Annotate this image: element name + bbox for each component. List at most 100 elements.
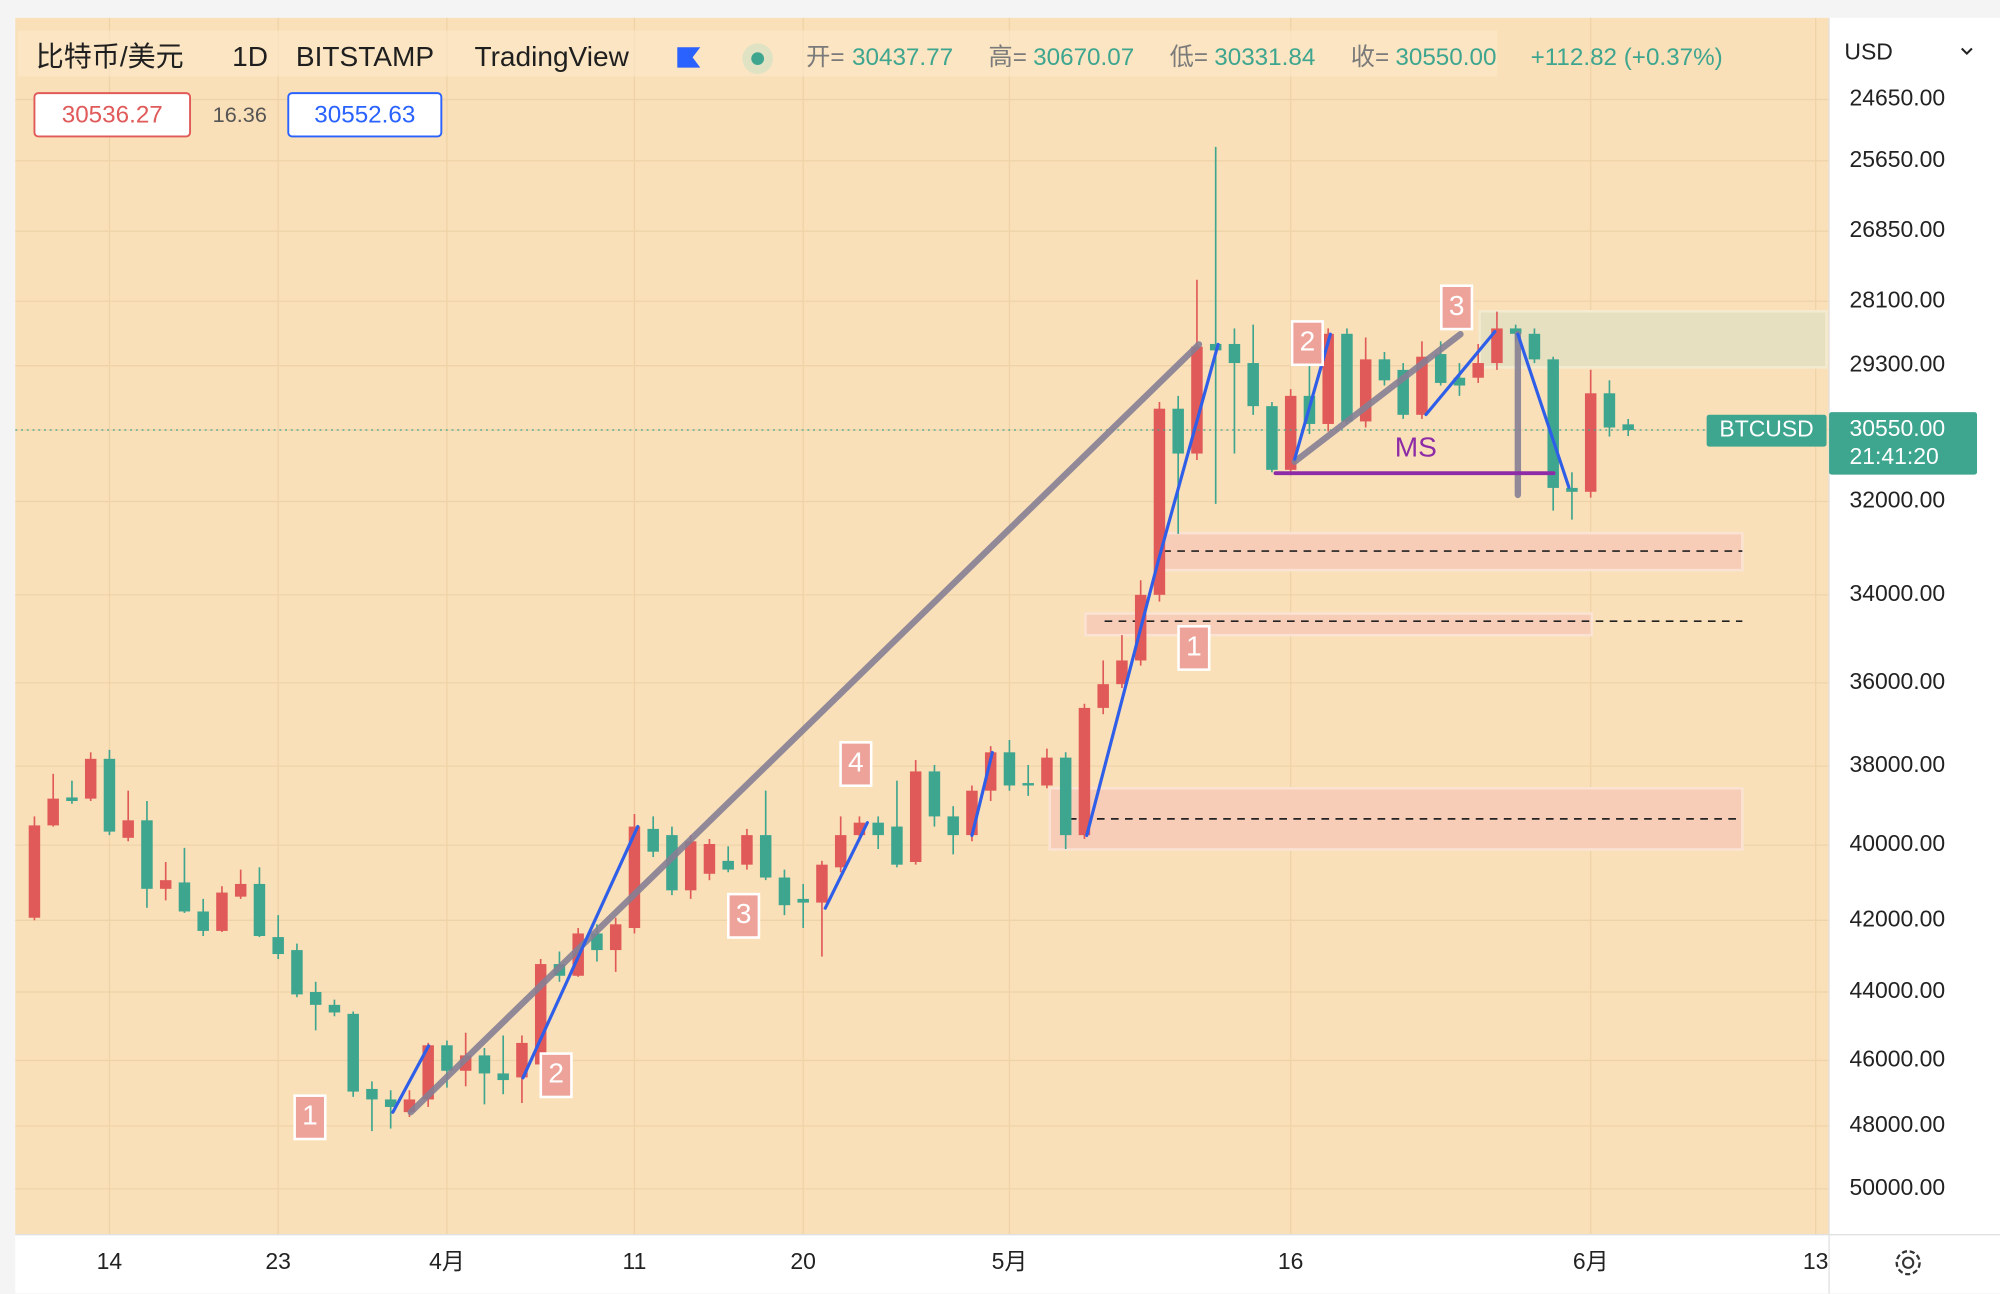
candle-body — [1528, 333, 1541, 360]
settings-icon[interactable] — [1895, 1250, 1921, 1276]
countdown: 21:41:20 — [1849, 443, 1938, 469]
currency-chevron[interactable] — [1961, 47, 1973, 56]
status-dot — [751, 52, 765, 66]
ask: 30552.63 — [314, 101, 415, 128]
candle-body — [441, 1045, 453, 1071]
y-tick-label: 36000.00 — [1849, 668, 1945, 694]
wave-box — [727, 892, 761, 939]
candle-body — [647, 828, 659, 852]
wave-box — [1440, 284, 1474, 331]
candle-body — [591, 933, 603, 951]
ohlc-label: 高= — [989, 44, 1027, 71]
candle-body — [928, 771, 941, 817]
candle-body — [684, 841, 697, 891]
candle-body — [609, 924, 622, 951]
y-tick-label: 25650.00 — [1849, 146, 1945, 172]
interval: 1D — [232, 41, 268, 72]
wave-line — [521, 824, 640, 1080]
candle-body — [66, 797, 78, 802]
y-tick-label: 42000.00 — [1849, 905, 1945, 931]
ohlc-label: 收= — [1351, 44, 1389, 71]
x-axis: 14 23 4月 11 20 5月 16 6月 13 — [97, 1248, 1829, 1274]
gear[interactable] — [1895, 1250, 1921, 1276]
bid-box[interactable] — [33, 92, 192, 138]
candle-body — [1378, 359, 1391, 381]
candle-body — [834, 835, 847, 868]
wave-labels: 1 2 3 4 1 2 3 — [293, 284, 1474, 1141]
candle-body — [1453, 377, 1466, 386]
candle-body — [1584, 393, 1597, 492]
candle-body — [309, 991, 322, 1005]
candle-body — [666, 835, 678, 891]
candle-body — [534, 964, 547, 1065]
candle-body — [966, 790, 978, 836]
candle-body — [291, 950, 303, 995]
x-tick-label: 11 — [623, 1248, 647, 1274]
change: +112.82 (+0.37%) — [1531, 44, 1723, 71]
candle-body — [103, 758, 116, 832]
y-axis-panel — [1829, 17, 2000, 1294]
y-axis: 24650.00 25650.00 26850.00 28100.00 29300.00… — [1706, 85, 1978, 1200]
candle-body — [1003, 752, 1016, 786]
gear[interactable] — [1902, 1256, 1915, 1269]
candle-body — [741, 835, 753, 865]
candle-body — [1266, 406, 1278, 470]
y-tick-label: 38000.00 — [1849, 751, 1945, 777]
wave-number: 3 — [736, 898, 752, 929]
symbol-tag-text: BTCUSD — [1719, 416, 1813, 442]
candle-body — [1247, 363, 1259, 407]
wave-line — [1424, 330, 1497, 417]
ohlc-value: 30670.07 — [1033, 44, 1134, 71]
candle-body — [1491, 328, 1503, 364]
ohlc-label: 低= — [1170, 44, 1208, 71]
x-tick-label: 6月 — [1573, 1248, 1609, 1274]
y-tick-label: 28100.00 — [1849, 286, 1945, 312]
wave-line — [823, 821, 869, 910]
candle-body — [497, 1073, 509, 1081]
candle-body — [478, 1055, 491, 1074]
wave-line — [1293, 332, 1332, 461]
candle-body — [703, 844, 716, 874]
candle-body — [403, 1099, 416, 1113]
candle-body — [347, 1013, 359, 1092]
candle-body — [816, 864, 828, 903]
y-tick-label: 46000.00 — [1849, 1045, 1945, 1071]
candle-body — [1153, 408, 1166, 595]
zone — [1084, 612, 1594, 637]
x-tick-label: 16 — [1278, 1248, 1304, 1274]
wave-line — [1516, 332, 1571, 489]
wave-number: 2 — [1300, 326, 1316, 357]
y-tick-label: 26850.00 — [1849, 216, 1945, 242]
wave-line — [970, 750, 994, 838]
ask-box[interactable] — [287, 92, 443, 138]
wave-number: 1 — [302, 1100, 318, 1131]
price-tag — [1829, 412, 1978, 475]
candle-body — [253, 883, 266, 936]
candle-body — [328, 1004, 341, 1013]
candle-body — [1416, 356, 1428, 415]
candle-body — [197, 911, 209, 931]
candle-body — [1472, 363, 1484, 378]
symbol: 比特币/美元 — [36, 41, 184, 72]
currency[interactable]: USD — [1844, 39, 1892, 65]
candle-body — [216, 892, 228, 931]
x-tick-label: 20 — [790, 1248, 816, 1274]
wave-box — [293, 1094, 327, 1141]
x-tick-label: 13 — [1803, 1248, 1829, 1274]
candle-body — [159, 880, 172, 889]
wave-line — [391, 1044, 431, 1114]
flag-icon[interactable] — [677, 47, 701, 68]
candle-body — [947, 816, 959, 836]
candles — [15, 146, 1830, 1132]
y-tick-label: 34000.00 — [1849, 580, 1945, 606]
grid — [15, 17, 1830, 1235]
y-tick-label: 50000.00 — [1849, 1174, 1945, 1200]
wave-number: 3 — [1449, 290, 1465, 321]
candle-body — [1509, 328, 1522, 334]
spread: 16.36 — [213, 102, 267, 127]
x-tick-label: 14 — [97, 1248, 123, 1274]
candle-body — [366, 1088, 378, 1100]
x-tick-label: 4月 — [429, 1248, 465, 1274]
wave-box — [1290, 320, 1324, 367]
